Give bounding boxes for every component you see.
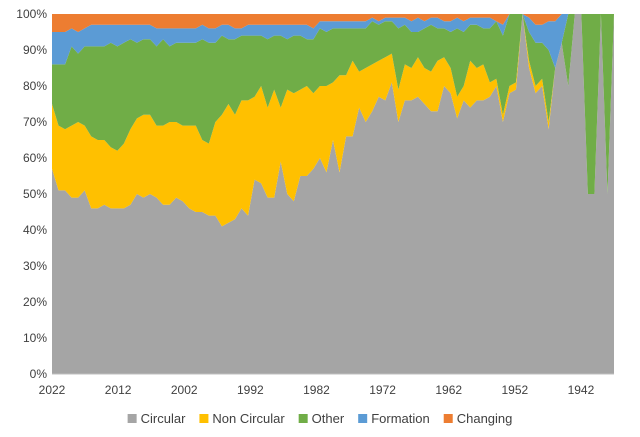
- area-series-formation: [52, 14, 614, 68]
- legend-swatch: [199, 414, 209, 423]
- y-tick-label: 50%: [23, 187, 47, 201]
- legend-swatch: [443, 414, 453, 423]
- legend-label: Other: [312, 411, 345, 426]
- area-series-group: [52, 14, 614, 374]
- legend-item-changing: Changing: [443, 411, 513, 426]
- area-series-other: [52, 14, 614, 194]
- x-tick-label: 2012: [105, 383, 132, 397]
- x-tick-label: 1972: [369, 383, 396, 397]
- area-series-changing: [52, 14, 614, 32]
- y-tick-label: 0%: [30, 367, 48, 381]
- x-axis-tick-labels: 2022 2012 2002 1992 1982 1972 1962 1952 1942: [39, 383, 595, 397]
- legend-label: Circular: [141, 411, 186, 426]
- x-tick-label: 1992: [237, 383, 264, 397]
- x-tick-label: 1952: [501, 383, 528, 397]
- y-tick-label: 30%: [23, 259, 47, 273]
- y-tick-label: 60%: [23, 151, 47, 165]
- x-tick-label: 2002: [171, 383, 198, 397]
- legend-swatch: [127, 414, 137, 423]
- legend-swatch: [358, 414, 368, 423]
- legend-item-formation: Formation: [358, 411, 430, 426]
- y-tick-label: 20%: [23, 295, 47, 309]
- x-tick-label: 1982: [303, 383, 330, 397]
- area-series-non-circular: [52, 14, 614, 227]
- legend-label: Changing: [457, 411, 513, 426]
- legend-item-circular: Circular: [127, 411, 186, 426]
- y-axis-tick-labels: 0% 10% 20% 30% 40% 50% 60% 70% 80% 90% 100%: [16, 7, 47, 381]
- y-tick-label: 70%: [23, 115, 47, 129]
- y-tick-label: 80%: [23, 79, 47, 93]
- legend-label: Non Circular: [212, 411, 285, 426]
- y-tick-label: 40%: [23, 223, 47, 237]
- y-tick-label: 10%: [23, 331, 47, 345]
- x-tick-label: 1942: [568, 383, 595, 397]
- x-tick-label: 1962: [435, 383, 462, 397]
- legend-swatch: [298, 414, 308, 423]
- y-tick-label: 100%: [16, 7, 47, 21]
- legend-item-non-circular: Non Circular: [199, 411, 285, 426]
- legend-item-other: Other: [298, 411, 345, 426]
- legend-label: Formation: [371, 411, 430, 426]
- legend: Circular Non Circular Other Formation Changi…: [127, 411, 513, 426]
- x-tick-label: 2022: [39, 383, 66, 397]
- y-tick-label: 90%: [23, 43, 47, 57]
